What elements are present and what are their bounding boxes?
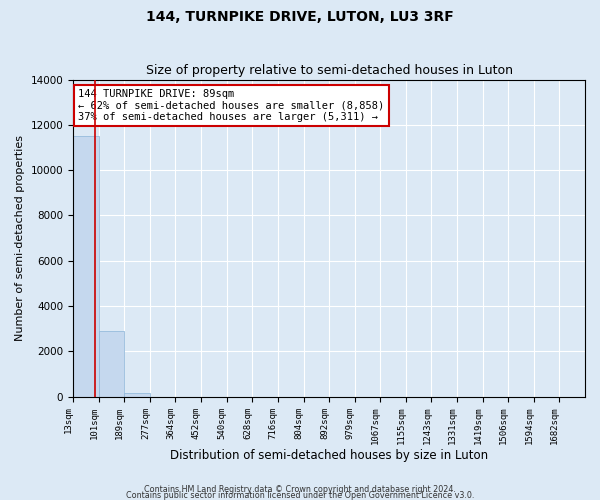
Text: 144, TURNPIKE DRIVE, LUTON, LU3 3RF: 144, TURNPIKE DRIVE, LUTON, LU3 3RF: [146, 10, 454, 24]
Text: 144 TURNPIKE DRIVE: 89sqm
← 62% of semi-detached houses are smaller (8,858)
37% : 144 TURNPIKE DRIVE: 89sqm ← 62% of semi-…: [78, 89, 385, 122]
Bar: [98, 331, 124, 396]
X-axis label: Distribution of semi-detached houses by size in Luton: Distribution of semi-detached houses by …: [170, 450, 488, 462]
Text: Contains HM Land Registry data © Crown copyright and database right 2024.: Contains HM Land Registry data © Crown c…: [144, 484, 456, 494]
Bar: [73, 136, 98, 396]
Bar: [124, 393, 150, 396]
Y-axis label: Number of semi-detached properties: Number of semi-detached properties: [15, 135, 25, 341]
Text: Contains public sector information licensed under the Open Government Licence v3: Contains public sector information licen…: [126, 490, 474, 500]
Title: Size of property relative to semi-detached houses in Luton: Size of property relative to semi-detach…: [146, 64, 512, 77]
